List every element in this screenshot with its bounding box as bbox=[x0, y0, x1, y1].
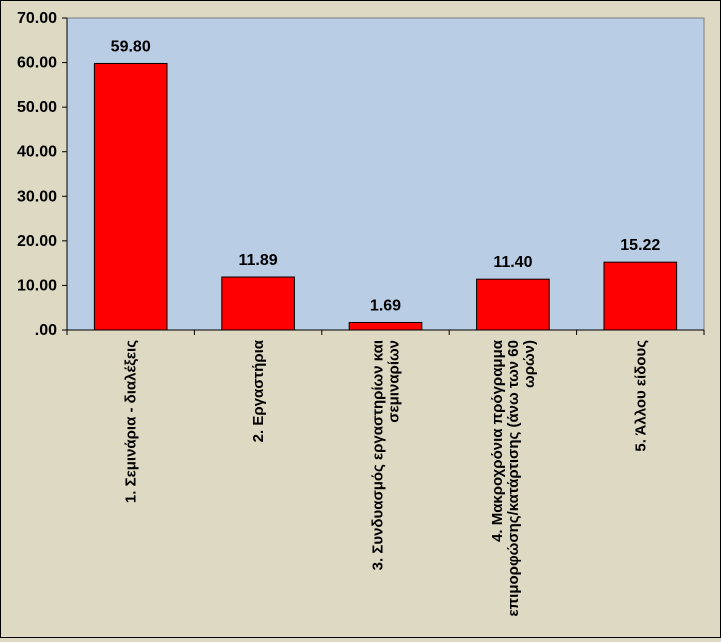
bar bbox=[348, 321, 423, 331]
category-label: 4. Μακροχρόνια πρόγραμμα επιμορφώσης/κατά… bbox=[489, 339, 538, 616]
category-label-line: 5. Άλλου είδους bbox=[632, 340, 649, 452]
data-label: 11.89 bbox=[239, 252, 278, 269]
category-label-line: ωρών) bbox=[521, 340, 538, 388]
plot-area bbox=[66, 17, 705, 331]
y-tick-label: 50.00 bbox=[17, 99, 57, 116]
category-label: 5. Άλλου είδους bbox=[632, 340, 649, 452]
data-label: 11.40 bbox=[493, 254, 532, 271]
y-tick-label: 60.00 bbox=[17, 55, 57, 72]
category-label-line: 3. Συνδυασμός εργαστηρίων και bbox=[370, 340, 387, 570]
data-label: 1.69 bbox=[370, 297, 401, 314]
bar bbox=[603, 261, 678, 331]
bar bbox=[221, 276, 295, 331]
y-tick-label: 70.00 bbox=[17, 10, 57, 27]
y-tick-label: .00 bbox=[35, 322, 57, 339]
y-tick-label: 40.00 bbox=[17, 144, 57, 161]
bar bbox=[93, 62, 168, 331]
bar bbox=[476, 278, 550, 331]
data-label: 59.80 bbox=[111, 38, 151, 55]
y-tick-label: 20.00 bbox=[17, 233, 57, 250]
category-label-line: 2. Εργαστήρια bbox=[250, 339, 267, 442]
category-label-line: 1. Σεμινάρια - διαλέξεις bbox=[123, 340, 140, 503]
y-tick-label: 10.00 bbox=[17, 277, 57, 294]
data-label: 15.22 bbox=[620, 237, 660, 254]
category-label-line: 4. Μακροχρόνια πρόγραμμα bbox=[489, 339, 506, 542]
category-label: 2. Εργαστήρια bbox=[250, 339, 267, 442]
category-label-line: σεμιναρίων bbox=[386, 340, 403, 423]
y-tick-label: 30.00 bbox=[17, 188, 57, 205]
category-label-line: επιμορφώσης/κατάρτισης (άνω των 60 bbox=[505, 340, 522, 616]
category-label: 1. Σεμινάρια - διαλέξεις bbox=[123, 340, 140, 503]
category-label: 3. Συνδυασμός εργαστηρίων και σεμιναρίων bbox=[370, 340, 403, 570]
